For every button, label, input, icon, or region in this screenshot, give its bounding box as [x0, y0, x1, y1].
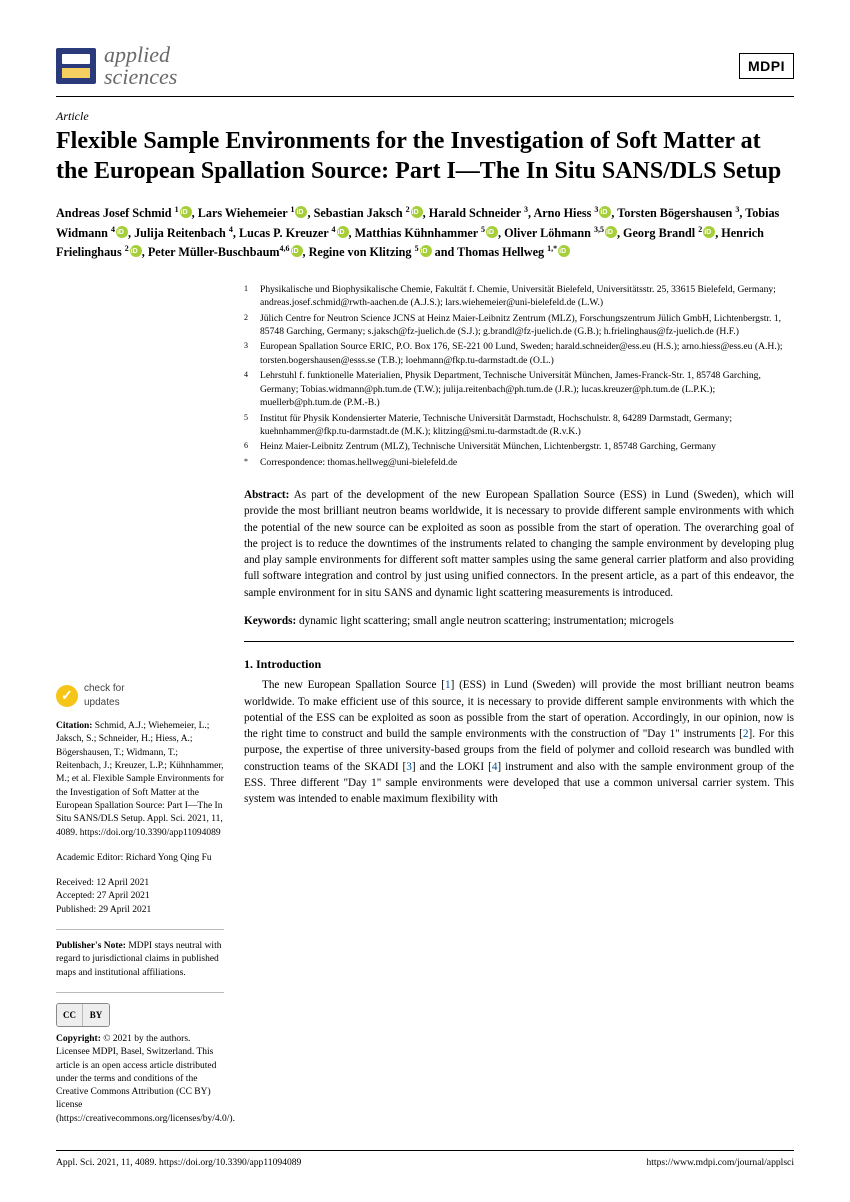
affiliation-item: 1Physikalische und Biophysikalische Chem…	[244, 283, 794, 310]
orcid-icon[interactable]	[558, 245, 570, 257]
reference-link[interactable]: 3	[406, 761, 412, 773]
affiliation-item: 4Lehrstuhl f. funktionelle Materialien, …	[244, 369, 794, 409]
publisher-badge[interactable]: MDPI	[739, 53, 794, 79]
orcid-icon[interactable]	[605, 226, 617, 238]
journal-brand: applied sciences	[56, 44, 177, 88]
article-type: Article	[56, 109, 794, 124]
footer-left: Appl. Sci. 2021, 11, 4089. https://doi.o…	[56, 1157, 301, 1168]
orcid-icon[interactable]	[599, 206, 611, 218]
affiliations: 1Physikalische und Biophysikalische Chem…	[244, 283, 794, 469]
orcid-icon[interactable]	[486, 226, 498, 238]
orcid-icon[interactable]	[420, 245, 432, 257]
check-updates-l1: check for	[84, 682, 125, 696]
abstract-block: Abstract: As part of the development of …	[244, 487, 794, 601]
copyright-text: © 2021 by the authors. Licensee MDPI, Ba…	[56, 1034, 235, 1124]
published-date: Published: 29 April 2021	[56, 904, 224, 917]
keywords-text: dynamic light scattering; small angle ne…	[299, 615, 674, 627]
affiliation-item: 2Jülich Centre for Neutron Science JCNS …	[244, 312, 794, 339]
main-content: 1Physikalische und Biophysikalische Chem…	[244, 283, 794, 1138]
abstract-text: As part of the development of the new Eu…	[244, 489, 794, 598]
editor-name: Richard Yong Qing Fu	[126, 853, 212, 863]
publishers-note-block: Publisher's Note: MDPI stays neutral wit…	[56, 929, 224, 980]
sidebar: check for updates Citation: Schmid, A.J.…	[56, 283, 224, 1138]
pubnote-label: Publisher's Note:	[56, 941, 126, 951]
journal-logo-icon	[56, 48, 96, 84]
reference-link[interactable]: 1	[445, 679, 451, 691]
section-heading: 1. Introduction	[244, 656, 794, 673]
keywords-block: Keywords: dynamic light scattering; smal…	[244, 613, 794, 629]
accepted-date: Accepted: 27 April 2021	[56, 890, 224, 903]
orcid-icon[interactable]	[291, 245, 303, 257]
journal-name-line2: sciences	[104, 66, 177, 88]
journal-name-line1: applied	[104, 44, 177, 66]
editor-block: Academic Editor: Richard Yong Qing Fu	[56, 852, 224, 865]
check-updates-l2: updates	[84, 696, 125, 710]
orcid-icon[interactable]	[411, 206, 423, 218]
reference-link[interactable]: 2	[743, 728, 749, 740]
orcid-icon[interactable]	[116, 226, 128, 238]
affiliation-item: 3European Spallation Source ERIC, P.O. B…	[244, 340, 794, 367]
header-bar: applied sciences MDPI	[56, 44, 794, 97]
by-icon: BY	[83, 1004, 109, 1026]
dates-block: Received: 12 April 2021 Accepted: 27 Apr…	[56, 877, 224, 917]
affiliation-item: 6Heinz Maier-Leibnitz Zentrum (MLZ), Tec…	[244, 440, 794, 453]
cc-icon: CC	[57, 1004, 83, 1026]
page: applied sciences MDPI Article Flexible S…	[0, 0, 850, 1202]
citation-text: Schmid, A.J.; Wiehemeier, L.; Jaksch, S.…	[56, 721, 224, 837]
affiliation-item: 5Institut für Physik Kondensierter Mater…	[244, 412, 794, 439]
reference-link[interactable]: 4	[492, 761, 498, 773]
check-for-updates[interactable]: check for updates	[56, 682, 224, 710]
page-footer: Appl. Sci. 2021, 11, 4089. https://doi.o…	[56, 1150, 794, 1168]
citation-label: Citation:	[56, 721, 92, 731]
article-title: Flexible Sample Environments for the Inv…	[56, 126, 794, 186]
cc-by-badge[interactable]: CC BY	[56, 1003, 110, 1027]
journal-name: applied sciences	[104, 44, 177, 88]
introduction-text: The new European Spallation Source [1] (…	[244, 677, 794, 807]
editor-label: Academic Editor:	[56, 853, 123, 863]
check-updates-icon	[56, 685, 78, 707]
received-date: Received: 12 April 2021	[56, 877, 224, 890]
authors-list: Andreas Josef Schmid 1, Lars Wiehemeier …	[56, 204, 794, 263]
orcid-icon[interactable]	[130, 245, 142, 257]
main-columns: check for updates Citation: Schmid, A.J.…	[56, 283, 794, 1138]
keywords-label: Keywords:	[244, 615, 296, 627]
orcid-icon[interactable]	[337, 226, 349, 238]
orcid-icon[interactable]	[180, 206, 192, 218]
copyright-label: Copyright:	[56, 1034, 101, 1044]
section-rule	[244, 641, 794, 642]
orcid-icon[interactable]	[703, 226, 715, 238]
orcid-icon[interactable]	[295, 206, 307, 218]
citation-block: Citation: Schmid, A.J.; Wiehemeier, L.; …	[56, 720, 224, 840]
license-block: CC BY Copyright: © 2021 by the authors. …	[56, 992, 224, 1126]
affiliation-item: *Correspondence: thomas.hellweg@uni-biel…	[244, 456, 794, 469]
abstract-label: Abstract:	[244, 489, 289, 501]
footer-right[interactable]: https://www.mdpi.com/journal/applsci	[646, 1157, 794, 1168]
